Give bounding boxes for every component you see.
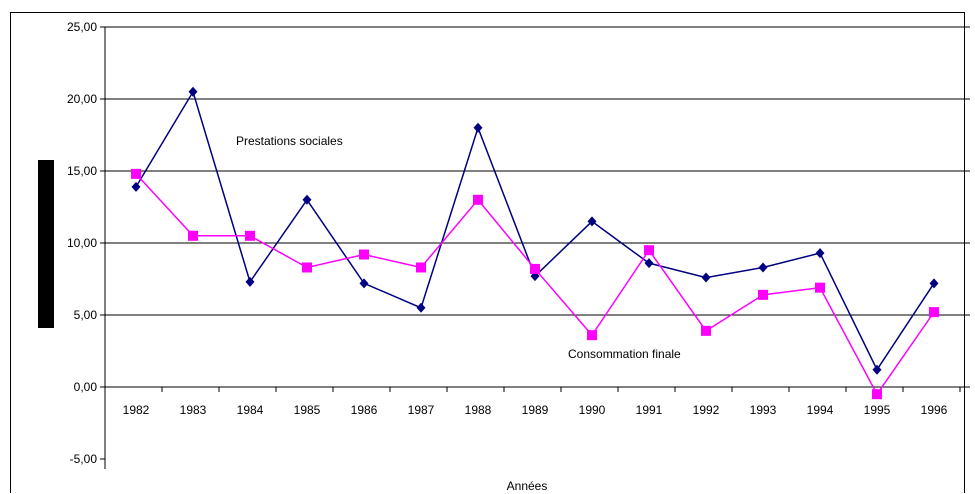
x-tick-label: 1991: [636, 403, 663, 417]
data-point-square: [416, 262, 426, 273]
y-tick-label: 0,00: [74, 380, 98, 394]
y-tick-label: 25,00: [67, 20, 97, 34]
x-tick-label: 1985: [294, 403, 321, 417]
data-point-square: [758, 289, 768, 300]
series-line-1: [135, 173, 935, 396]
y-tick-labels: -5,00 0,00 5,00 10,00 15,00 20,00 25,00: [67, 20, 97, 466]
data-point-square: [188, 230, 198, 241]
x-tick-label: 1993: [750, 403, 777, 417]
data-point-diamond: [872, 364, 882, 375]
x-tick-label: 1988: [465, 403, 492, 417]
data-point-diamond: [188, 86, 198, 97]
data-point-square: [872, 389, 882, 400]
x-tick-label: 1986: [351, 403, 378, 417]
x-tick-label: 1989: [522, 403, 549, 417]
x-tick-label: 1984: [237, 403, 264, 417]
x-tick-label: 1995: [864, 403, 891, 417]
x-tick-label: 1994: [807, 403, 834, 417]
x-tick-label: 1987: [408, 403, 435, 417]
series-label-prestations: Prestations sociales: [236, 134, 343, 148]
axes: [100, 26, 970, 469]
data-point-diamond: [929, 278, 939, 289]
y-tick-label: 10,00: [67, 236, 97, 250]
y-tick-label: 5,00: [74, 308, 98, 322]
data-point-diamond: [359, 278, 369, 289]
x-tick-label: 1992: [693, 403, 720, 417]
data-point-diamond: [416, 302, 426, 313]
data-point-diamond: [815, 248, 825, 259]
x-tick-label: 1990: [579, 403, 606, 417]
data-point-square: [701, 325, 711, 336]
data-point-square: [587, 330, 597, 341]
chart-frame: [10, 12, 965, 493]
data-point-diamond: [701, 272, 711, 283]
data-point-diamond: [131, 181, 141, 192]
x-tick-labels: 1982 1983 1984 1985 1986 1987 1988 1989 1990 1991…: [123, 403, 948, 417]
data-point-square: [359, 249, 369, 260]
data-point-square: [530, 263, 540, 274]
gridlines: [105, 26, 970, 316]
x-tick-label: 1983: [180, 403, 207, 417]
data-point-diamond: [302, 194, 312, 205]
data-point-diamond: [644, 258, 654, 269]
x-axis-title: Années: [507, 479, 548, 493]
data-point-square: [473, 194, 483, 205]
y-axis-label-block: [38, 160, 54, 328]
y-tick-label: -5,00: [70, 452, 98, 466]
x-tick-label: 1996: [921, 403, 948, 417]
series-markers: [131, 86, 939, 400]
data-point-square: [302, 262, 312, 273]
data-point-square: [245, 230, 255, 241]
y-tick-label: 20,00: [67, 92, 97, 106]
data-point-square: [644, 245, 654, 256]
data-point-square: [815, 282, 825, 293]
data-point-diamond: [245, 276, 255, 287]
series-label-consommation: Consommation finale: [568, 347, 681, 361]
data-point-diamond: [473, 122, 483, 133]
x-tick-label: 1982: [123, 403, 150, 417]
data-point-square: [929, 307, 939, 318]
y-tick-label: 15,00: [67, 164, 97, 178]
data-point-square: [131, 168, 141, 179]
data-point-diamond: [587, 216, 597, 227]
data-point-diamond: [758, 262, 768, 273]
